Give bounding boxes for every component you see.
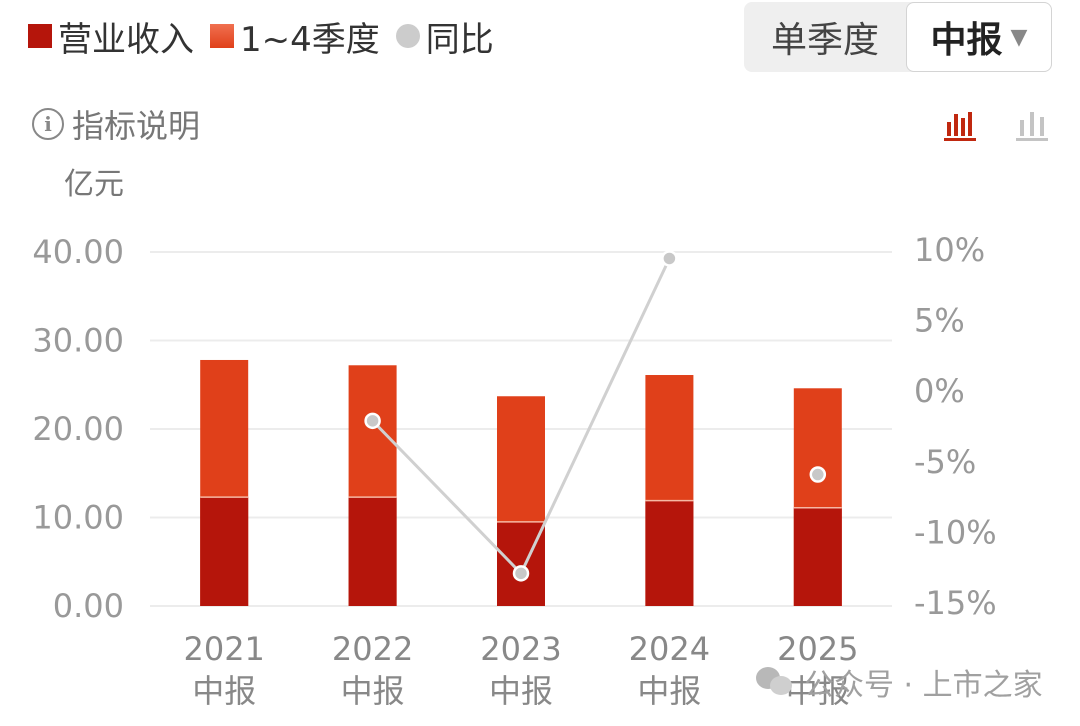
- bar-chart-icon[interactable]: [940, 104, 980, 144]
- period-dropdown-value: 中报: [930, 20, 1003, 61]
- y-left-tick-label: 0.00: [53, 587, 124, 625]
- y-right-tick-label: -15%: [914, 584, 997, 622]
- legend-quarters-swatch: [210, 24, 234, 48]
- wechat-icon: [756, 667, 794, 697]
- y-left-tick-label: 40.00: [32, 233, 124, 271]
- x-tick-label-period: 中报: [192, 672, 256, 710]
- period-dropdown[interactable]: 中报 ▼: [906, 2, 1052, 72]
- watermark-text: 公众号 · 上市之家: [804, 668, 1043, 703]
- y-right-tick-label: -10%: [914, 513, 997, 551]
- yoy-point: [512, 565, 530, 582]
- legend-revenue-swatch: [28, 24, 52, 48]
- chart-legend: 营业收入 1~4季度 同比: [28, 12, 510, 61]
- watermark: 公众号 · 上市之家: [756, 662, 1043, 703]
- x-tick-label-period: 中报: [786, 672, 850, 710]
- yoy-point: [809, 466, 827, 483]
- bar-revenue: [645, 500, 694, 606]
- x-tick-label-year: 2022: [332, 630, 413, 668]
- x-tick-label-year: 2023: [480, 630, 561, 668]
- indicator-info-link[interactable]: i 指标说明: [32, 104, 201, 145]
- legend-yoy-dot: [395, 24, 420, 48]
- indicator-info-label: 指标说明: [72, 107, 201, 145]
- info-icon: i: [32, 108, 64, 140]
- y-left-tick-label: 10.00: [32, 499, 124, 537]
- chevron-down-icon: ▼: [1010, 24, 1028, 50]
- period-toggle: 单季度 中报 ▼: [744, 2, 1052, 72]
- y-right-tick-label: 5%: [914, 302, 965, 340]
- x-tick-label-period: 中报: [637, 672, 701, 710]
- bar-revenue: [793, 507, 842, 606]
- x-tick-label-period: 中报: [489, 672, 553, 710]
- legend-yoy[interactable]: 同比: [395, 12, 494, 61]
- yoy-point: [364, 412, 381, 430]
- bar-revenue: [348, 497, 397, 606]
- yoy-point: [661, 250, 678, 267]
- y-right-tick-label: -5%: [914, 443, 976, 481]
- legend-revenue-label: 营业收入: [58, 19, 194, 60]
- y-left-tick-label: 20.00: [32, 410, 124, 448]
- legend-yoy-label: 同比: [425, 19, 494, 60]
- y-axis-unit: 亿元: [64, 167, 124, 202]
- legend-quarters[interactable]: 1~4季度: [210, 12, 380, 61]
- single-quarter-tab[interactable]: 单季度: [770, 20, 879, 61]
- y-right-tick-label: 10%: [914, 231, 985, 269]
- bar-revenue: [200, 497, 249, 606]
- y-right-tick-label: 0%: [914, 372, 965, 410]
- x-tick-label-period: 中报: [341, 672, 405, 710]
- y-left-tick-label: 30.00: [32, 322, 124, 360]
- x-tick-label-year: 2025: [777, 630, 858, 668]
- x-tick-label-year: 2021: [183, 630, 264, 668]
- legend-revenue[interactable]: 营业收入: [28, 12, 194, 61]
- x-tick-label-year: 2024: [629, 630, 710, 668]
- bar-chart-alt-icon[interactable]: [1012, 104, 1052, 144]
- legend-quarters-label: 1~4季度: [240, 19, 380, 60]
- view-switcher: [940, 104, 1052, 144]
